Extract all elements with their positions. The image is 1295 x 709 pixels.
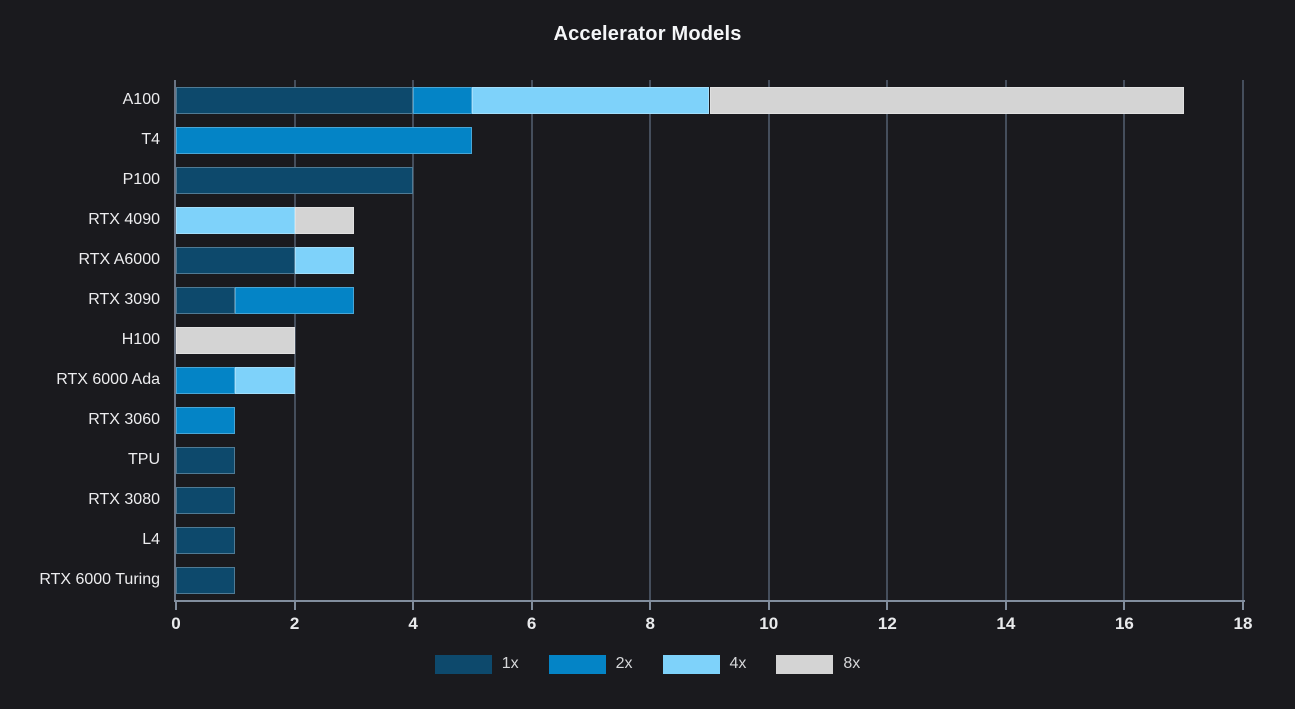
bar-row-tpu — [176, 446, 1243, 474]
legend-label-1x: 1x — [501, 655, 519, 672]
x-tick-mark-12 — [886, 601, 889, 610]
y-tick-label-l4: L4 — [142, 531, 160, 548]
gridline-18 — [1242, 80, 1244, 600]
bar-segment-a100-4x — [472, 86, 710, 114]
legend-label-2x: 2x — [615, 655, 633, 672]
bar-segment-rtx-3080-1x — [176, 486, 236, 514]
x-tick-mark-18 — [1242, 601, 1244, 610]
bar-segment-rtx-3090-2x — [235, 286, 354, 314]
x-tick-mark-2 — [293, 601, 296, 610]
bar-row-rtx-6000-turing — [176, 566, 1243, 594]
chart-title: Accelerator Models — [553, 23, 742, 45]
gridline-8 — [649, 80, 652, 600]
legend-swatch-8x — [776, 654, 834, 674]
x-axis-line — [174, 600, 1245, 602]
x-tick-mark-8 — [649, 601, 652, 610]
y-tick-label-t4: T4 — [141, 131, 160, 148]
gridline-16 — [1123, 80, 1126, 600]
x-axis-ticks: 0 2 4 6 8 10 12 14 16 18 — [171, 601, 1252, 641]
bar-segment-rtx-6000-ada-2x — [176, 366, 236, 394]
y-tick-label-h100: H100 — [121, 331, 160, 348]
x-tick-label-4: 4 — [408, 614, 418, 633]
y-tick-label-rtx-6000-ada: RTX 6000 Ada — [56, 371, 160, 388]
x-tick-label-2: 2 — [289, 614, 300, 633]
bar-segment-p100-1x — [176, 166, 414, 194]
bar-row-a100 — [176, 86, 1243, 114]
legend-label-8x: 8x — [843, 655, 861, 672]
gridline-6 — [530, 80, 533, 600]
bar-segment-rtx-6000-ada-4x — [235, 366, 295, 394]
bar-row-rtx-3090 — [176, 286, 1243, 314]
bar-segment-h100-8x — [176, 326, 295, 354]
y-tick-label-rtx-6000-turing: RTX 6000 Turing — [39, 571, 160, 588]
bar-segment-rtx-a6000-4x — [294, 246, 354, 274]
bar-row-t4 — [176, 126, 1243, 154]
bar-segment-rtx-4090-8x — [294, 206, 354, 234]
bar-segment-rtx-3060-2x — [176, 406, 236, 434]
x-tick-label-0: 0 — [171, 614, 181, 633]
legend: 1x 2x 4x 8x — [0, 652, 1295, 676]
bar-segment-l4-1x — [176, 526, 236, 554]
x-tick-label-14: 14 — [996, 614, 1016, 633]
legend-item-4x[interactable]: 4x — [662, 654, 747, 674]
x-tick-mark-0 — [175, 601, 177, 610]
bar-segment-rtx-a6000-1x — [176, 246, 295, 274]
bar-segment-a100-1x — [176, 86, 414, 114]
legend-swatch-4x — [662, 654, 720, 674]
bar-row-p100 — [176, 166, 1243, 194]
bar-row-h100 — [176, 326, 1243, 354]
x-tick-mark-10 — [767, 601, 770, 610]
x-tick-label-16: 16 — [1114, 614, 1134, 633]
plot-area — [174, 80, 1244, 600]
bar-row-rtx-6000-ada — [176, 366, 1243, 394]
bar-row-rtx-a6000 — [176, 246, 1243, 274]
bar-segment-rtx-4090-4x — [176, 206, 295, 234]
bar-row-rtx-3060 — [176, 406, 1243, 434]
legend-item-1x[interactable]: 1x — [434, 654, 519, 674]
bar-segment-t4-2x — [176, 126, 473, 154]
y-tick-label-rtx-3080: RTX 3080 — [88, 491, 160, 508]
gridline-10 — [767, 80, 770, 600]
y-axis-spine — [174, 80, 176, 600]
legend-swatch-1x — [434, 654, 492, 674]
x-tick-mark-14 — [1004, 601, 1007, 610]
y-tick-label-tpu: TPU — [128, 451, 160, 468]
y-axis-category-labels: A100 T4 P100 RTX 4090 RTX A6000 RTX 3090 H100 R… — [0, 0, 160, 709]
legend-item-2x[interactable]: 2x — [548, 654, 633, 674]
legend-swatch-2x — [548, 654, 606, 674]
y-tick-label-p100: P100 — [122, 171, 160, 188]
bar-segment-rtx-3090-1x — [176, 286, 236, 314]
bar-row-rtx-3080 — [176, 486, 1243, 514]
gridline-14 — [1004, 80, 1007, 600]
bar-segment-a100-2x — [413, 86, 473, 114]
x-tick-mark-4 — [412, 601, 415, 610]
bar-segment-a100-8x — [709, 86, 1184, 114]
y-tick-label-a100: A100 — [122, 91, 160, 108]
bar-segment-tpu-1x — [176, 446, 236, 474]
x-tick-mark-6 — [530, 601, 533, 610]
y-tick-label-rtx-3060: RTX 3060 — [88, 411, 160, 428]
x-tick-label-6: 6 — [526, 614, 537, 633]
bar-segment-rtx-6000-turing-1x — [176, 566, 236, 594]
gridline-4 — [412, 80, 415, 600]
x-tick-label-12: 12 — [877, 614, 897, 633]
x-tick-label-18: 18 — [1233, 614, 1253, 633]
bar-row-rtx-4090 — [176, 206, 1243, 234]
x-tick-label-8: 8 — [645, 614, 655, 633]
gridline-12 — [886, 80, 889, 600]
legend-label-4x: 4x — [729, 655, 747, 672]
y-tick-label-rtx-a6000: RTX A6000 — [78, 251, 160, 268]
x-tick-label-10: 10 — [759, 614, 779, 633]
legend-item-8x[interactable]: 8x — [776, 654, 861, 674]
y-tick-label-rtx-3090: RTX 3090 — [88, 291, 160, 308]
gridline-2 — [293, 80, 296, 600]
bar-row-l4 — [176, 526, 1243, 554]
y-tick-label-rtx-4090: RTX 4090 — [88, 211, 160, 228]
x-tick-mark-16 — [1123, 601, 1126, 610]
